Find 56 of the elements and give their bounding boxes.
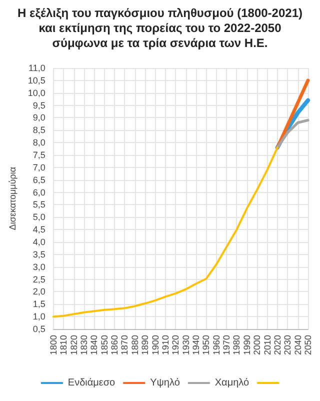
y-tick-label: 1,0 — [32, 312, 46, 322]
x-tick-label: 1940 — [190, 335, 201, 356]
x-tick-label: 1830 — [78, 335, 89, 356]
line-series — [276, 78, 310, 150]
x-tick-label: 1950 — [201, 335, 212, 356]
y-tick-label: 7,5 — [32, 150, 46, 160]
y-tick-label: 9,0 — [32, 112, 46, 123]
x-tick-label: 1860 — [110, 335, 120, 356]
x-tick-label: 2050 — [303, 335, 313, 356]
y-tick-label: 2,0 — [32, 286, 46, 297]
x-tick-label: 1930 — [180, 335, 191, 356]
y-tick-label: 10,5 — [28, 75, 46, 86]
y-tick-label: 6,5 — [32, 174, 46, 185]
legend-label: Χαμηλό — [214, 378, 250, 388]
y-tick-label: 10,0 — [28, 88, 46, 98]
x-tick-label: 2040 — [292, 335, 303, 356]
legend-label: Υψηλό — [150, 378, 180, 388]
x-tick-label: 1850 — [99, 335, 110, 356]
x-tick-label: 1890 — [140, 335, 150, 356]
y-tick-label: 3,0 — [32, 262, 46, 272]
x-tick-label: 1800 — [48, 335, 58, 356]
x-tick-label: 1840 — [89, 335, 100, 356]
y-tick-label: 6,0 — [32, 187, 46, 198]
chart-title: Η εξέλιξη του παγκόσμιου πληθυσμού (1800-2021) και εκτίμηση της πορείας του το 2022-2050 σύμφωνα με τα τρία σενάρια των Η.Ε. — [16, 6, 304, 51]
y-axis-title: Δισεκατομμύρια — [8, 166, 18, 230]
y-tick-label: 1,5 — [32, 299, 46, 310]
legend-label: Ενδιάμεσο — [68, 378, 116, 388]
x-tick-label: 1900 — [150, 335, 160, 356]
x-tick-label: 1880 — [130, 335, 140, 356]
y-tick-label: 4,0 — [32, 237, 46, 247]
x-tick-label: 1990 — [242, 335, 252, 356]
x-tick-label: 1920 — [170, 335, 181, 356]
x-tick-label: 2020 — [272, 335, 282, 356]
line-series — [276, 118, 310, 149]
y-tick-label: 8,0 — [32, 138, 46, 148]
x-tick-label: 1980 — [232, 335, 242, 356]
x-tick-label: 1910 — [160, 335, 170, 356]
y-tick-label: 5,0 — [32, 212, 46, 222]
y-tick-label: 3,5 — [32, 249, 46, 260]
y-tick-label: 5,5 — [32, 200, 46, 210]
x-tick-label: 1810 — [58, 335, 69, 356]
line-series — [52, 146, 278, 318]
x-tick-label: 2030 — [282, 335, 293, 356]
y-tick-label: 11,0 — [28, 63, 46, 73]
y-tick-label: 7,0 — [32, 162, 46, 172]
x-tick-label: 1960 — [211, 335, 222, 356]
x-tick-label: 2010 — [262, 335, 272, 356]
x-tick-label: 1870 — [120, 335, 130, 356]
x-tick-label: 1970 — [222, 335, 232, 356]
x-tick-label: 1820 — [68, 335, 79, 356]
y-tick-label: 2,5 — [32, 274, 46, 284]
y-tick-label: 0,5 — [32, 324, 46, 334]
y-tick-label: 4,5 — [32, 224, 46, 235]
x-tick-label: 2000 — [252, 335, 262, 356]
y-tick-label: 9,5 — [32, 100, 46, 110]
y-tick-label: 8,5 — [32, 125, 46, 136]
